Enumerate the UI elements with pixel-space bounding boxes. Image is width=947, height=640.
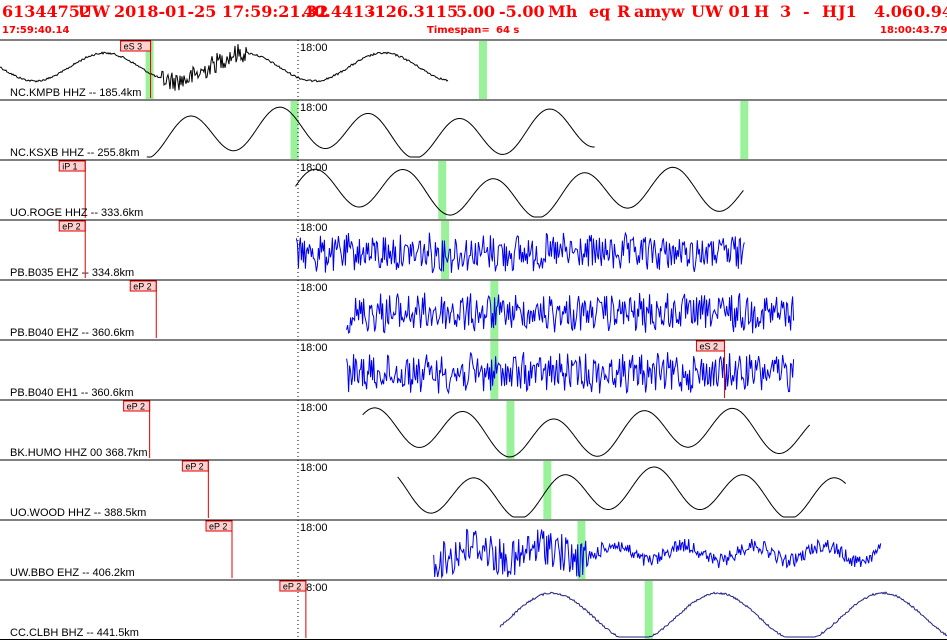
phase-window-band bbox=[438, 161, 447, 219]
minute-label: 18:00 bbox=[300, 522, 328, 534]
minute-label: 18:00 bbox=[300, 582, 328, 594]
event-subsource: amyw bbox=[634, 2, 685, 21]
channel-label: BK.HUMO HHZ 00 368.7km bbox=[10, 447, 148, 459]
timespan-value: 64 s bbox=[496, 25, 520, 36]
minute-label: 18:00 bbox=[300, 402, 328, 414]
event-value-2: 0.94 bbox=[914, 2, 947, 21]
phase-window-band bbox=[290, 101, 299, 159]
event-datetime: 2018-01-25 17:59:21.32 bbox=[114, 2, 329, 21]
event-header: 61344752 UW 2018-01-25 17:59:21.32 40.44… bbox=[0, 0, 947, 40]
event-review-flag: R bbox=[617, 2, 631, 21]
event-depth: 5.00 bbox=[456, 2, 495, 21]
phase-window-band bbox=[490, 341, 499, 399]
seismogram-trace[interactable] bbox=[295, 166, 744, 218]
timespan-label: Timespan= bbox=[427, 25, 490, 36]
seismogram-trace[interactable] bbox=[346, 352, 795, 395]
event-h-code-2: H bbox=[822, 2, 838, 21]
channel-label: NC.KMPB HHZ -- 185.4km bbox=[10, 87, 141, 99]
channel-label: UO.WOOD HHZ -- 388.5km bbox=[10, 507, 146, 519]
channel-label: PB.B040 EH1 -- 360.6km bbox=[10, 387, 134, 399]
event-latitude: 40.4413 bbox=[303, 2, 376, 21]
minute-label: 18:00 bbox=[300, 102, 328, 114]
seismogram-trace[interactable] bbox=[295, 231, 745, 274]
phase-window-band bbox=[506, 401, 515, 459]
channel-label: PB.B035 EHZ -- 334.8km bbox=[10, 267, 134, 279]
seismogram-trace[interactable] bbox=[433, 528, 882, 579]
channel-label: UO.ROGE HHZ -- 333.6km bbox=[10, 207, 143, 219]
event-agency-version: UW 01 bbox=[691, 2, 751, 21]
seismogram-trace[interactable] bbox=[146, 106, 595, 158]
phase-pick-label[interactable]: eP 2 bbox=[185, 462, 203, 472]
phase-window-band bbox=[644, 581, 653, 639]
channel-label: NC.KSXB HHZ -- 255.8km bbox=[10, 147, 140, 159]
minute-label: 18:00 bbox=[300, 42, 328, 54]
seismogram-trace[interactable] bbox=[0, 44, 449, 91]
event-summary-line: 61344752 UW 2018-01-25 17:59:21.32 40.44… bbox=[2, 2, 947, 26]
seismogram-trace[interactable] bbox=[499, 591, 947, 638]
phase-pick-label[interactable]: eP 2 bbox=[133, 282, 151, 292]
phase-pick-label[interactable]: eP 2 bbox=[283, 582, 301, 592]
minute-label: 18:00 bbox=[300, 222, 328, 234]
start-time: 17:59:40.14 bbox=[2, 25, 70, 36]
seismogram-trace[interactable] bbox=[397, 466, 847, 518]
event-h-code: H bbox=[754, 2, 770, 21]
event-type: eq bbox=[589, 2, 611, 21]
channel-label: PB.B040 EHZ -- 360.6km bbox=[10, 327, 134, 339]
event-value-1: 4.06 bbox=[874, 2, 913, 21]
event-magnitude: -5.00 bbox=[499, 2, 545, 21]
event-count: 3 bbox=[780, 2, 792, 21]
minute-label: 18:00 bbox=[300, 462, 328, 474]
phase-pick-label[interactable]: eP 2 bbox=[209, 522, 227, 532]
phase-pick-label[interactable]: iP 1 bbox=[62, 162, 77, 172]
waveform-canvas[interactable]: 18:00 eS 3 NC.KMPB HHZ -- 185.4km 18:00 NC.K… bbox=[0, 38, 947, 640]
seismogram-trace[interactable] bbox=[362, 407, 811, 458]
end-time: 18:00:43.79 bbox=[880, 25, 947, 36]
event-id: 61344752 bbox=[2, 2, 92, 21]
channel-label: CC.CLBH BHZ -- 441.5km bbox=[10, 627, 139, 639]
phase-window-band bbox=[478, 41, 487, 99]
phase-pick-label[interactable]: eP 2 bbox=[127, 402, 145, 412]
phase-pick-label[interactable]: eS 3 bbox=[124, 42, 143, 52]
event-longitude: -126.3115 bbox=[368, 2, 459, 21]
minute-label: 18:00 bbox=[300, 342, 328, 354]
event-network: UW bbox=[78, 2, 110, 21]
waveform-panel[interactable]: 18:00 eS 3 NC.KMPB HHZ -- 185.4km 18:00 NC.K… bbox=[0, 38, 947, 640]
minute-label: 18:00 bbox=[300, 282, 328, 294]
channel-label: UW.BBO EHZ -- 406.2km bbox=[10, 567, 135, 579]
phase-window-band bbox=[145, 41, 154, 99]
phase-pick-label[interactable]: eS 2 bbox=[699, 342, 718, 352]
event-j-code: J1 bbox=[838, 2, 857, 21]
event-dash: - bbox=[803, 2, 810, 21]
seismogram-trace[interactable] bbox=[346, 292, 795, 334]
event-mag-type: Mh bbox=[548, 2, 578, 21]
phase-window-band bbox=[740, 101, 749, 159]
phase-pick-label[interactable]: eP 2 bbox=[62, 222, 80, 232]
